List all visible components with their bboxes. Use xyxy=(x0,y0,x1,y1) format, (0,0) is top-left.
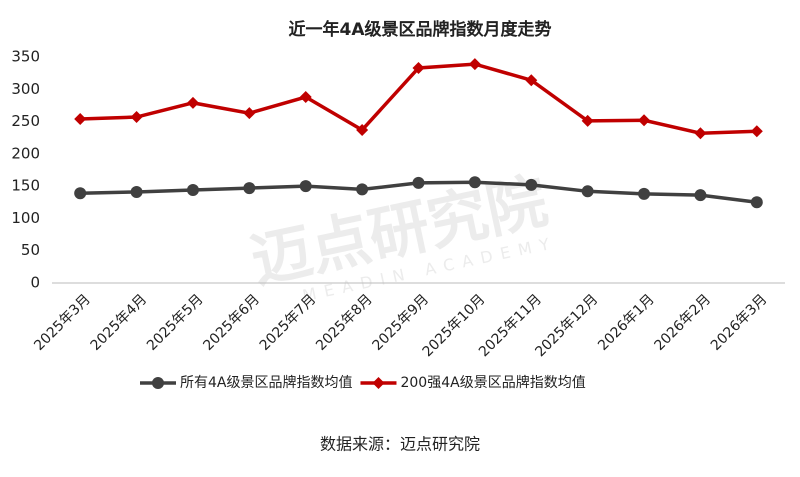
marker xyxy=(468,58,481,71)
marker xyxy=(243,107,256,120)
legend-label: 200强4A级景区品牌指数均值 xyxy=(400,374,585,391)
marker xyxy=(186,96,199,109)
marker xyxy=(243,182,256,195)
marker xyxy=(638,114,651,127)
x-tick-label: 2026年2月 xyxy=(651,291,714,354)
marker xyxy=(130,111,143,124)
y-tick-label: 0 xyxy=(30,274,40,292)
x-tick-label: 2026年1月 xyxy=(595,291,658,354)
y-tick-label: 200 xyxy=(11,144,40,162)
marker xyxy=(750,196,763,209)
marker xyxy=(74,112,87,125)
marker xyxy=(356,183,369,196)
legend-marker xyxy=(372,377,385,389)
marker xyxy=(525,178,538,191)
y-tick-label: 300 xyxy=(11,80,40,98)
x-tick-label: 2025年5月 xyxy=(144,291,207,354)
y-tick-label: 100 xyxy=(11,209,40,227)
marker xyxy=(750,125,763,138)
y-tick-label: 350 xyxy=(11,48,40,66)
y-tick-label: 150 xyxy=(11,177,40,195)
marker xyxy=(74,187,87,200)
x-tick-label: 2025年3月 xyxy=(31,291,94,354)
y-tick-label: 50 xyxy=(21,241,40,259)
marker xyxy=(468,176,481,189)
legend-marker xyxy=(152,377,164,389)
marker xyxy=(356,123,369,136)
marker xyxy=(581,185,594,198)
y-tick-label: 250 xyxy=(11,112,40,130)
marker xyxy=(130,185,143,198)
marker xyxy=(299,91,312,104)
marker xyxy=(638,187,651,200)
series-line xyxy=(80,62,757,135)
marker xyxy=(581,114,594,127)
x-tick-label: 2025年6月 xyxy=(200,291,263,354)
marker xyxy=(694,127,707,140)
marker xyxy=(694,189,707,202)
legend-label: 所有4A级景区品牌指数均值 xyxy=(180,374,352,391)
source-note: 数据来源：迈点研究院 xyxy=(320,435,480,454)
x-tick-label: 2026年3月 xyxy=(708,291,771,354)
marker xyxy=(525,74,538,87)
x-tick-label: 2025年7月 xyxy=(257,291,320,354)
chart-title: 近一年4A级景区品牌指数月度走势 xyxy=(289,19,552,40)
marker xyxy=(186,184,199,197)
x-tick-label: 2025年4月 xyxy=(88,291,151,354)
marker xyxy=(412,176,425,189)
marker xyxy=(299,180,312,193)
marker xyxy=(412,61,425,74)
